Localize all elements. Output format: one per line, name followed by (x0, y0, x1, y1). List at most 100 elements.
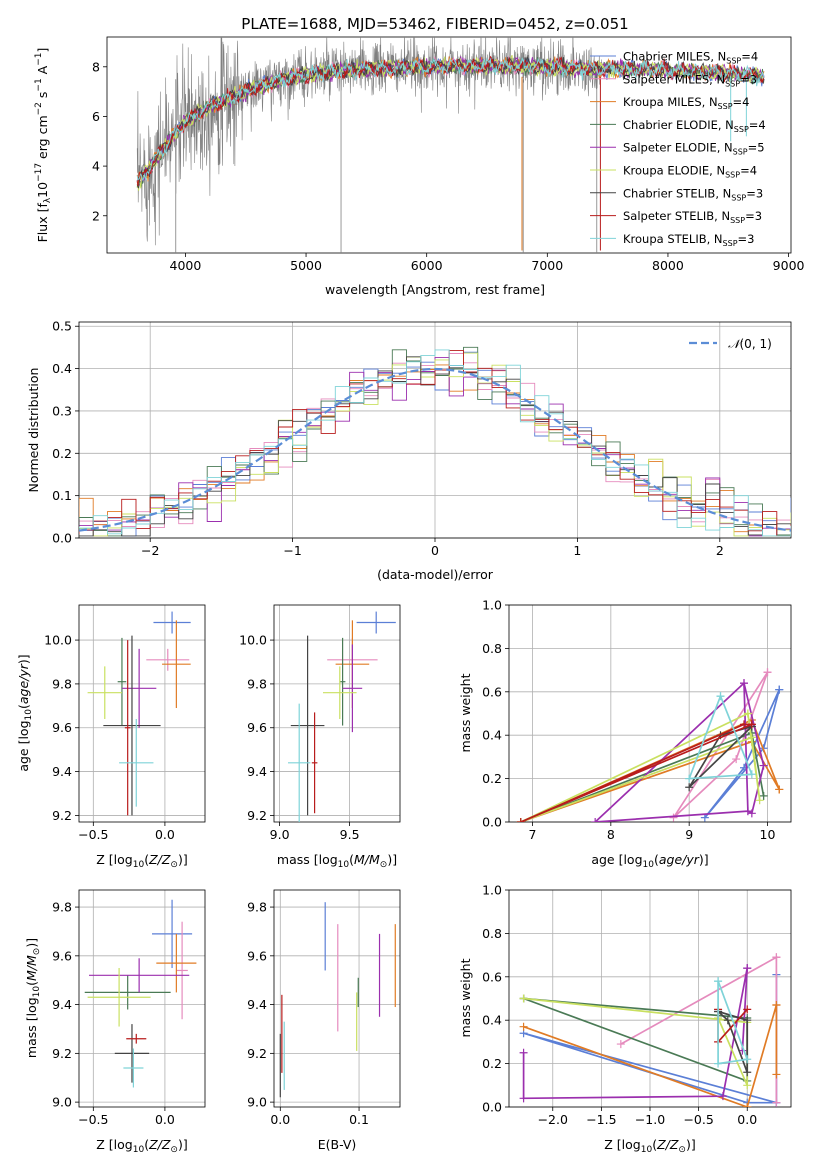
x-tick-label: 6000 (411, 258, 443, 273)
y-tick-label: 9.4 (52, 764, 72, 779)
x-tick-label: 0 (431, 543, 439, 558)
legend-label: Salpeter MILES, NSSP=3 (623, 72, 757, 88)
legend-label: Salpeter STELIB, NSSP=3 (623, 209, 762, 225)
y-tick-label: 0.1 (52, 488, 72, 503)
weight-marker (759, 791, 768, 800)
weight-line (687, 695, 754, 780)
axes-frame (78, 604, 206, 823)
data-spectrum-line (136, 37, 602, 246)
weight-marker (772, 1001, 781, 1010)
y-tick-label: 1.0 (482, 883, 502, 898)
x-axis-label: Z [log10(Z/Z⊙)] (604, 1137, 695, 1155)
weight-marker (747, 720, 756, 729)
grid-lines (274, 605, 400, 822)
ticks (270, 906, 360, 1111)
y-tick-label: 0.4 (482, 728, 502, 743)
y-tick-label: 0.6 (482, 969, 502, 984)
x-axis-label: (data-model)/error (377, 567, 494, 582)
weight-marker (591, 818, 600, 822)
x-tick-label: 8000 (652, 258, 684, 273)
grid-lines (79, 890, 205, 1107)
error-bars (84, 899, 197, 1088)
legend-label: Chabrier MILES, NSSP=4 (623, 50, 758, 66)
weight-marker (747, 809, 756, 818)
ticks (75, 639, 166, 826)
y-tick-label: 9.0 (52, 1095, 72, 1110)
y-axis-label: Flux [fλ10−17 erg cm−2 s−1 A−1] (34, 48, 53, 243)
x-tick-label: 8 (607, 827, 615, 842)
residual-histogram (79, 349, 791, 537)
legend-label: Chabrier ELODIE, NSSP=4 (623, 118, 766, 134)
weight-marker (743, 709, 752, 718)
weight-marker (743, 1068, 752, 1077)
x-tick-label: 9 (685, 827, 693, 842)
weight-marker (519, 1094, 528, 1103)
weight-marker (743, 1055, 752, 1064)
axes-frame (508, 889, 792, 1108)
legend-label: Salpeter ELODIE, NSSP=5 (623, 141, 765, 157)
weight-marker (759, 761, 768, 770)
y-tick-label: 0.0 (52, 531, 72, 546)
legend-label: Chabrier STELIB, NSSP=3 (623, 186, 763, 202)
y-axis-label: mass weight (458, 673, 473, 752)
y-tick-label: 4 (92, 159, 100, 174)
x-tick-label: 4000 (170, 258, 202, 273)
weight-line (520, 731, 765, 822)
error-bars (279, 902, 396, 1098)
panel-age-vs-metallicity: −0.5 0.0 9.2 9.4 9.6 9.8 10.0 Z [log10(Z/Z⊙)] ag… (16, 604, 206, 870)
x-tick-label: 9.5 (340, 827, 360, 842)
y-axis-label: mass weight (458, 958, 473, 1037)
x-tick-label: −2.0 (538, 1112, 568, 1127)
y-tick-label: 0.0 (482, 815, 502, 830)
weight-marker (519, 1022, 528, 1031)
figure-title: PLATE=1688, MJD=53462, FIBERID=0452, z=0… (241, 15, 628, 33)
y-tick-label: 9.8 (247, 676, 267, 691)
axes-frame (273, 604, 401, 823)
weight-marker (740, 720, 748, 729)
panel-mass-vs-metallicity: −0.5 0.0 9.0 9.2 9.4 9.6 9.8 Z [log10(Z/Z⊙)] mas… (24, 889, 206, 1155)
x-tick-label: −1.0 (635, 1112, 665, 1127)
ticks (75, 906, 166, 1111)
y-tick-label: 9.4 (247, 764, 267, 779)
y-tick-label: 9.4 (247, 997, 267, 1012)
grid-lines (79, 605, 205, 822)
weight-marker (714, 1059, 723, 1068)
y-tick-label: 9.6 (247, 948, 267, 963)
weight-marker (718, 1092, 727, 1101)
weight-marker (685, 774, 694, 783)
x-tick-label: 10 (760, 827, 776, 842)
weight-marker (743, 1103, 752, 1107)
y-tick-label: 9.0 (247, 1095, 267, 1110)
y-tick-label: 9.2 (52, 808, 72, 823)
weight-marker (743, 964, 752, 973)
y-tick-label: 10.0 (44, 633, 72, 648)
weight-line (717, 980, 749, 1065)
y-tick-label: 1.0 (482, 598, 502, 613)
ticks (103, 66, 789, 257)
x-tick-label: 5000 (290, 258, 322, 273)
panel-mass-weight-vs-age: 7 8 9 10 0.0 0.2 0.4 0.6 0.8 1.0 age [log10(age/yr… (458, 598, 792, 870)
y-axis-label: Normed distribution (26, 368, 41, 493)
x-tick-label: 1 (573, 543, 581, 558)
x-tick-label: −0.5 (78, 827, 108, 842)
weight-marker (669, 813, 678, 822)
y-tick-label: 8 (92, 59, 100, 74)
x-tick-label: 0.1 (349, 1112, 369, 1127)
grid-lines (274, 890, 400, 1107)
y-axis-label: mass [log10(M/M⊙)] (24, 938, 42, 1058)
grid-lines (509, 889, 791, 1108)
x-tick-label: 0.0 (270, 1112, 290, 1127)
y-tick-label: 9.2 (247, 1046, 267, 1061)
y-tick-label: 0.2 (482, 771, 502, 786)
axes-frame (78, 889, 206, 1108)
weight-lines (516, 668, 784, 822)
weight-marker (516, 818, 525, 822)
weight-marker (755, 796, 764, 805)
y-tick-label: 10.0 (239, 633, 267, 648)
model-fit-line (136, 57, 765, 181)
y-tick-label: 9.2 (247, 808, 267, 823)
y-tick-label: 9.8 (247, 900, 267, 915)
y-tick-label: 9.8 (52, 676, 72, 691)
x-axis-label: wavelength [Angstrom, rest frame] (325, 282, 545, 297)
y-tick-label: 9.6 (247, 720, 267, 735)
